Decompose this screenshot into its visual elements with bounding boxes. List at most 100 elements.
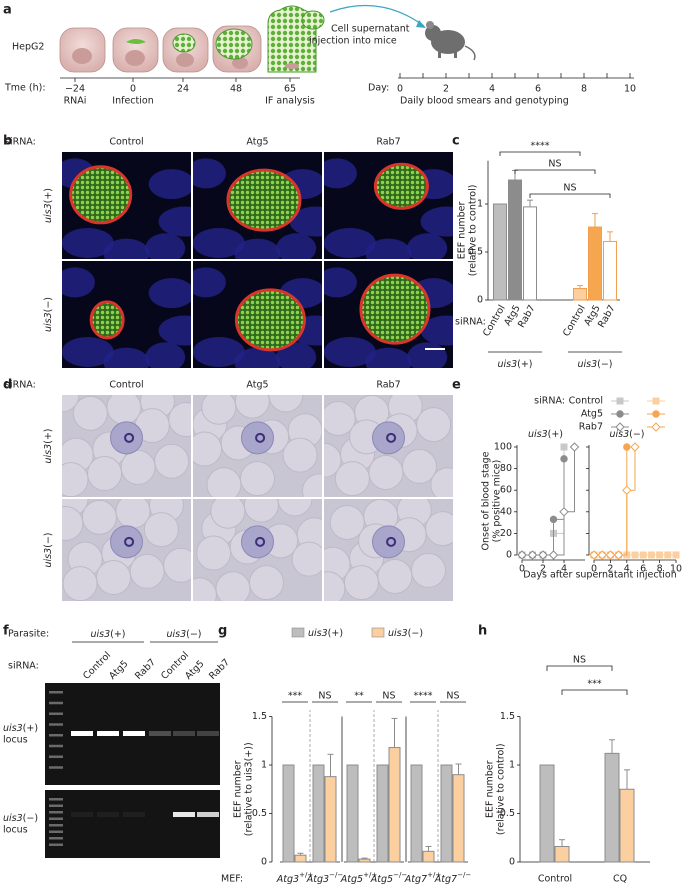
event-label: RNAi	[64, 96, 87, 107]
nucleus	[276, 233, 317, 259]
sig-bracket	[499, 151, 581, 156]
nucleus	[407, 342, 448, 368]
sig-label: NS	[573, 655, 586, 666]
image-content	[62, 499, 191, 601]
ladder-band	[49, 744, 63, 748]
sig-bracket	[561, 689, 628, 695]
rbc	[196, 535, 232, 571]
time-tick-label: 0	[130, 84, 136, 95]
time-tick-label: 24	[177, 84, 189, 95]
nucleus	[145, 233, 186, 259]
y-tick-label: 40	[500, 506, 512, 517]
micrograph	[62, 395, 191, 497]
infected-rbc	[110, 525, 143, 559]
ladder-band	[49, 830, 63, 833]
y-axis-label: (relative to control)	[496, 743, 507, 835]
time-tick-label: −24	[65, 84, 85, 95]
nucleus	[62, 267, 95, 298]
ladder-band	[49, 755, 63, 758]
time-axis-title: Tme (h):	[4, 83, 46, 94]
y-axis-label: Onset of blood stage	[481, 451, 492, 550]
bar	[523, 206, 537, 301]
ladder-band	[49, 811, 63, 814]
marker	[569, 442, 580, 452]
micrograph	[193, 261, 322, 368]
nucleus	[158, 315, 191, 346]
rbc	[163, 547, 191, 583]
rbc	[329, 504, 365, 540]
marker	[631, 551, 639, 559]
panel-label: b	[3, 134, 12, 149]
x-tick-label: 2	[607, 564, 613, 575]
image-content	[193, 261, 322, 368]
infected-rbc	[241, 525, 274, 559]
ladder-band	[49, 837, 63, 840]
micrograph	[324, 261, 453, 368]
x-tick-label: Atg5−/−	[370, 871, 408, 885]
micrograph	[193, 395, 322, 497]
bar	[539, 764, 555, 863]
step-line	[522, 447, 565, 556]
marker	[623, 443, 631, 451]
y-tick-label: 1	[261, 760, 267, 771]
bar	[619, 788, 635, 863]
parasite	[124, 432, 135, 443]
day-tick-label: 0	[397, 84, 403, 95]
marker	[672, 551, 680, 559]
bar	[410, 764, 423, 863]
column-label: Atg5	[246, 137, 268, 148]
legend-marker	[615, 422, 625, 432]
bar	[422, 850, 435, 863]
step-line	[594, 447, 628, 556]
nucleus	[276, 342, 317, 368]
nucleus	[324, 227, 376, 258]
day-tick-label: 10	[624, 84, 636, 95]
image-content	[193, 152, 322, 259]
rbc	[277, 499, 313, 517]
ladder-band	[49, 723, 63, 726]
row-label: uis3(−)	[43, 297, 54, 332]
parasite	[89, 300, 125, 340]
x-tick-label: Atg7+/+	[404, 871, 442, 885]
event-label: IF analysis	[265, 96, 315, 107]
category-title: siRNA:	[455, 317, 486, 328]
marker	[605, 550, 616, 560]
nucleus	[193, 336, 245, 367]
micrograph	[193, 152, 322, 259]
marker	[613, 550, 624, 560]
legend-label: Control	[569, 396, 603, 407]
rbc	[268, 395, 304, 413]
panel-label: f	[3, 624, 9, 639]
nucleus	[234, 238, 281, 259]
image-content	[62, 152, 191, 259]
infected-rbc	[372, 421, 405, 455]
nucleus	[420, 206, 453, 237]
panel-label: c	[452, 134, 460, 149]
sig-label: NS	[563, 183, 576, 194]
rbc	[291, 541, 322, 577]
bar	[604, 752, 620, 863]
rbc	[206, 467, 242, 497]
image-content	[62, 395, 191, 497]
marker	[527, 550, 538, 560]
micrograph	[62, 499, 191, 601]
parasite	[124, 536, 135, 547]
sig-label: NS	[382, 691, 395, 702]
marker	[538, 550, 548, 560]
nucleus	[103, 347, 150, 368]
x-tick-label: 0	[591, 564, 597, 575]
x-tick-label: Control	[538, 874, 572, 885]
x-tick-label: Atg3−/−	[306, 871, 344, 885]
x-tick-label: Atg3+/+	[276, 871, 314, 885]
rbc	[249, 565, 285, 601]
bar	[493, 203, 507, 301]
x-tick-label: 4	[624, 564, 630, 575]
legend-label: Atg5	[581, 409, 603, 420]
panel-label: g	[218, 624, 227, 639]
legend-label: Rab7	[579, 422, 603, 433]
rbc	[129, 553, 165, 589]
parasite	[386, 536, 397, 547]
image-content	[62, 261, 191, 368]
panel-label: a	[3, 3, 12, 18]
y-tick-label: 0.5	[500, 808, 515, 819]
